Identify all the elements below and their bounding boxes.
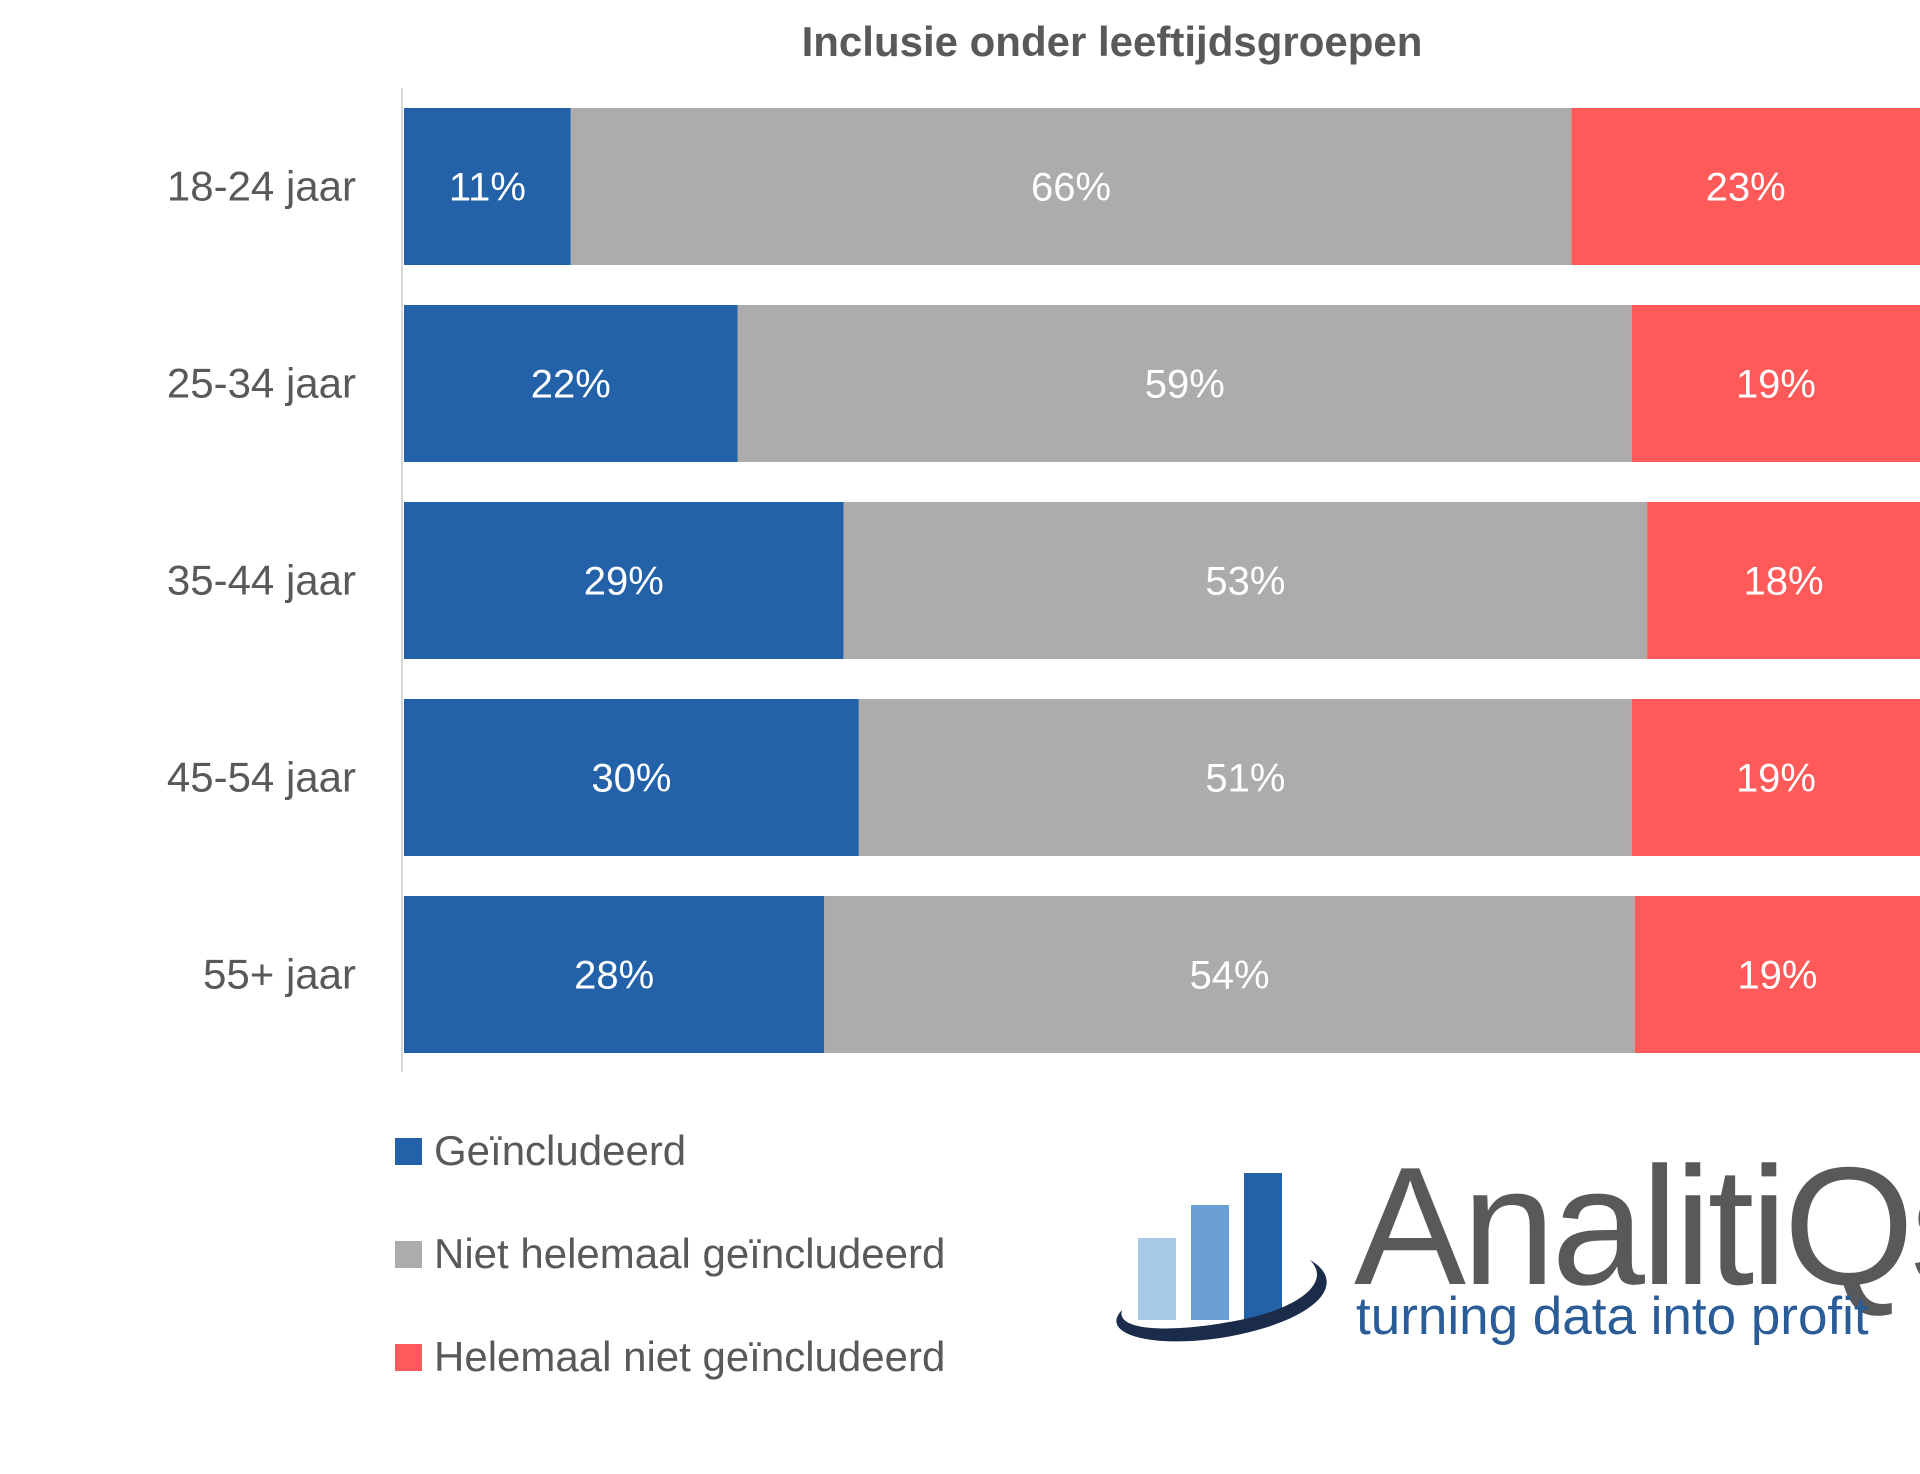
bar-helemaal-niet-geincludeerd-25-34-jaar [1631,305,1920,462]
category-label-55-jaar: 55+ jaar [203,951,356,998]
bar-geincludeerd-25-34-jaar [404,305,738,462]
analitiqs-logo-icon [1116,1173,1327,1342]
data-label-geincludeerd-55-jaar: 28% [574,954,654,998]
chart-title: Inclusie onder leeftijdsgroepen [801,18,1423,65]
data-label-helemaal-niet-geincludeerd-55-jaar: 19% [1737,954,1817,998]
data-label-helemaal-niet-geincludeerd-45-54-jaar: 19% [1736,757,1816,801]
data-label-niet-helemaal-geincludeerd-25-34-jaar: 59% [1145,363,1225,407]
bar-niet-helemaal-geincludeerd-18-24-jaar [570,108,1572,265]
logo-brand-name: AnalitiQs [1354,1132,1920,1320]
legend-label-helemaal-niet: Helemaal niet geïncludeerd [434,1333,946,1380]
bar-geincludeerd-35-44-jaar [404,502,844,659]
data-label-helemaal-niet-geincludeerd-25-34-jaar: 19% [1736,363,1816,407]
data-label-geincludeerd-25-34-jaar: 22% [531,363,611,407]
data-label-niet-helemaal-geincludeerd-35-44-jaar: 53% [1205,560,1285,604]
legend-swatch-helemaal-niet [395,1344,422,1371]
bar-helemaal-niet-geincludeerd-55-jaar [1634,896,1920,1053]
category-label-45-54-jaar: 45-54 jaar [167,754,356,801]
bar-geincludeerd-55-jaar [404,896,825,1053]
bar-helemaal-niet-geincludeerd-35-44-jaar [1647,502,1920,659]
data-label-niet-helemaal-geincludeerd-55-jaar: 54% [1190,954,1270,998]
logo-tagline: turning data into profit [1356,1287,1869,1346]
bar-geincludeerd-18-24-jaar [404,108,571,265]
stacked-bar-chart: 18-24 jaar 11% 66% 23% 25-34 jaar 22% 59% 19% 35… [167,88,1920,1072]
bar-geincludeerd-45-54-jaar [404,699,859,856]
data-label-geincludeerd-45-54-jaar: 30% [591,757,671,801]
data-label-niet-helemaal-geincludeerd-18-24-jaar: 66% [1031,166,1111,210]
data-label-helemaal-niet-geincludeerd-18-24-jaar: 23% [1706,166,1786,210]
analitiqs-logo: AnalitiQs turning data into profit [1110,1142,1920,1390]
bar-niet-helemaal-geincludeerd-25-34-jaar [737,305,1632,462]
bar-niet-helemaal-geincludeerd-45-54-jaar [858,699,1632,856]
bar-niet-helemaal-geincludeerd-35-44-jaar [843,502,1648,659]
bar-niet-helemaal-geincludeerd-55-jaar [824,896,1635,1053]
data-label-helemaal-niet-geincludeerd-35-44-jaar: 18% [1744,560,1824,604]
category-label-25-34-jaar: 25-34 jaar [167,360,356,407]
data-label-geincludeerd-35-44-jaar: 29% [584,560,664,604]
category-label-18-24-jaar: 18-24 jaar [167,163,356,210]
category-label-35-44-jaar: 35-44 jaar [167,557,356,604]
legend-label-geincludeerd: Geïncludeerd [434,1127,687,1174]
bars-layer: 18-24 jaar 11% 66% 23% 25-34 jaar 22% 59% 19% 35… [167,108,1920,1053]
bar-helemaal-niet-geincludeerd-18-24-jaar [1571,108,1920,265]
data-label-niet-helemaal-geincludeerd-45-54-jaar: 51% [1205,757,1285,801]
legend-swatch-niet-helemaal [395,1241,422,1268]
bar-helemaal-niet-geincludeerd-45-54-jaar [1631,699,1920,856]
legend-swatch-geincludeerd [395,1138,422,1165]
data-label-geincludeerd-18-24-jaar: 11% [449,166,526,210]
legend-label-niet-helemaal: Niet helemaal geïncludeerd [434,1230,946,1277]
